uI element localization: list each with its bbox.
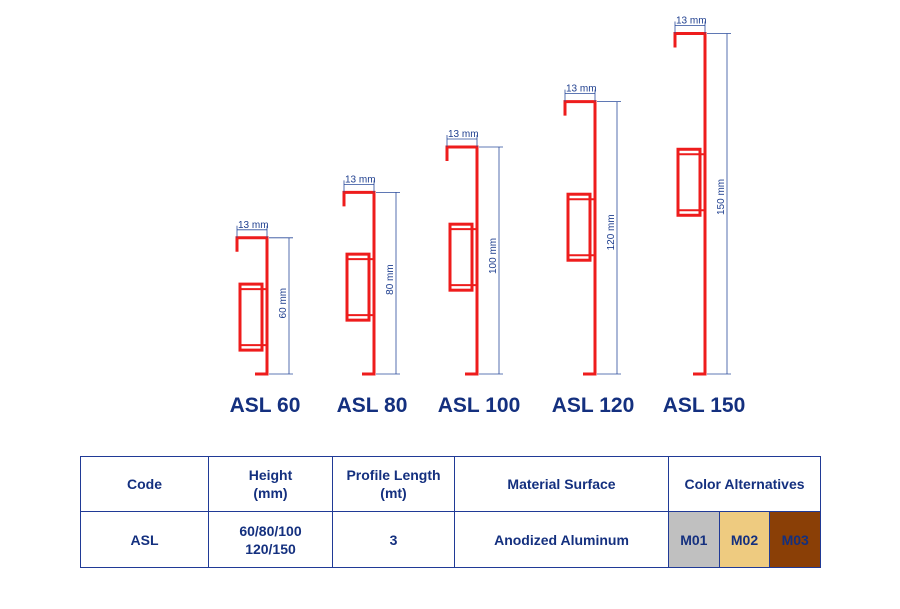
profile-drawing: 13 mm 150 mm <box>673 16 731 376</box>
color-swatch-group: M01 M02 M03 <box>669 512 821 567</box>
header-height-line2: (mm) <box>253 485 288 501</box>
profile-channel <box>676 147 702 217</box>
width-dimension-label: 13 mm <box>566 84 597 95</box>
header-color-alternatives: Color Alternatives <box>668 456 821 512</box>
profile-name-asl-120: ASL 120 <box>551 394 635 417</box>
table-row: ASL 60/80/100 120/150 3 Anodized Aluminu… <box>80 511 821 568</box>
profile-drawing: 13 mm 80 mm <box>342 174 400 376</box>
cell-material-surface: Anodized Aluminum <box>454 511 669 568</box>
profile-name-asl-100: ASL 100 <box>437 394 521 417</box>
cell-code: ASL <box>80 511 209 568</box>
cell-profile-length: 3 <box>332 511 455 568</box>
profile-drawings: 13 mm 60 mm 13 mm 80 mm 13 mm 100 mm 13 mm 120 … <box>235 16 731 376</box>
cell-height: 60/80/100 120/150 <box>208 511 333 568</box>
width-dimension-label: 13 mm <box>448 129 479 140</box>
profile-channel <box>345 252 371 322</box>
profile-channel <box>566 192 592 262</box>
header-length-line1: Profile Length <box>346 467 441 483</box>
table-header-row: Code Height (mm) Profile Length (mt) Mat… <box>80 456 821 512</box>
profile-drawing: 13 mm 100 mm <box>445 129 503 376</box>
width-dimension-label: 13 mm <box>345 174 376 185</box>
profile-name-asl-60: ASL 60 <box>229 394 301 417</box>
profile-channel <box>448 222 474 292</box>
profile-drawing: 13 mm 120 mm <box>563 84 621 376</box>
cell-height-line2: 120/150 <box>245 540 296 557</box>
height-dimension-label: 120 mm <box>606 214 617 250</box>
header-profile-length: Profile Length (mt) <box>332 456 455 512</box>
header-height: Height (mm) <box>208 456 333 512</box>
header-length-line2: (mt) <box>380 485 407 501</box>
header-height-line1: Height <box>248 467 293 483</box>
profile-name-asl-150: ASL 150 <box>662 394 746 417</box>
profile-drawing: 13 mm 60 mm <box>235 220 293 376</box>
width-dimension-label: 13 mm <box>238 220 269 231</box>
height-dimension-label: 60 mm <box>278 288 289 319</box>
header-code: Code <box>80 456 209 512</box>
color-swatch-m03[interactable]: M03 <box>769 512 821 567</box>
cell-height-line1: 60/80/100 <box>239 522 302 539</box>
height-dimension-label: 100 mm <box>488 238 499 274</box>
width-dimension-label: 13 mm <box>676 16 707 27</box>
spec-table: Code Height (mm) Profile Length (mt) Mat… <box>80 456 821 568</box>
profile-channel <box>238 282 264 352</box>
profile-name-asl-80: ASL 80 <box>336 394 408 417</box>
height-dimension-label: 150 mm <box>716 179 727 215</box>
header-material-surface: Material Surface <box>454 456 669 512</box>
height-dimension-label: 80 mm <box>385 264 396 295</box>
color-swatch-m02[interactable]: M02 <box>718 512 770 567</box>
color-swatch-m01[interactable]: M01 <box>669 512 719 567</box>
cell-color-alternatives: M01 M02 M03 <box>668 511 821 568</box>
